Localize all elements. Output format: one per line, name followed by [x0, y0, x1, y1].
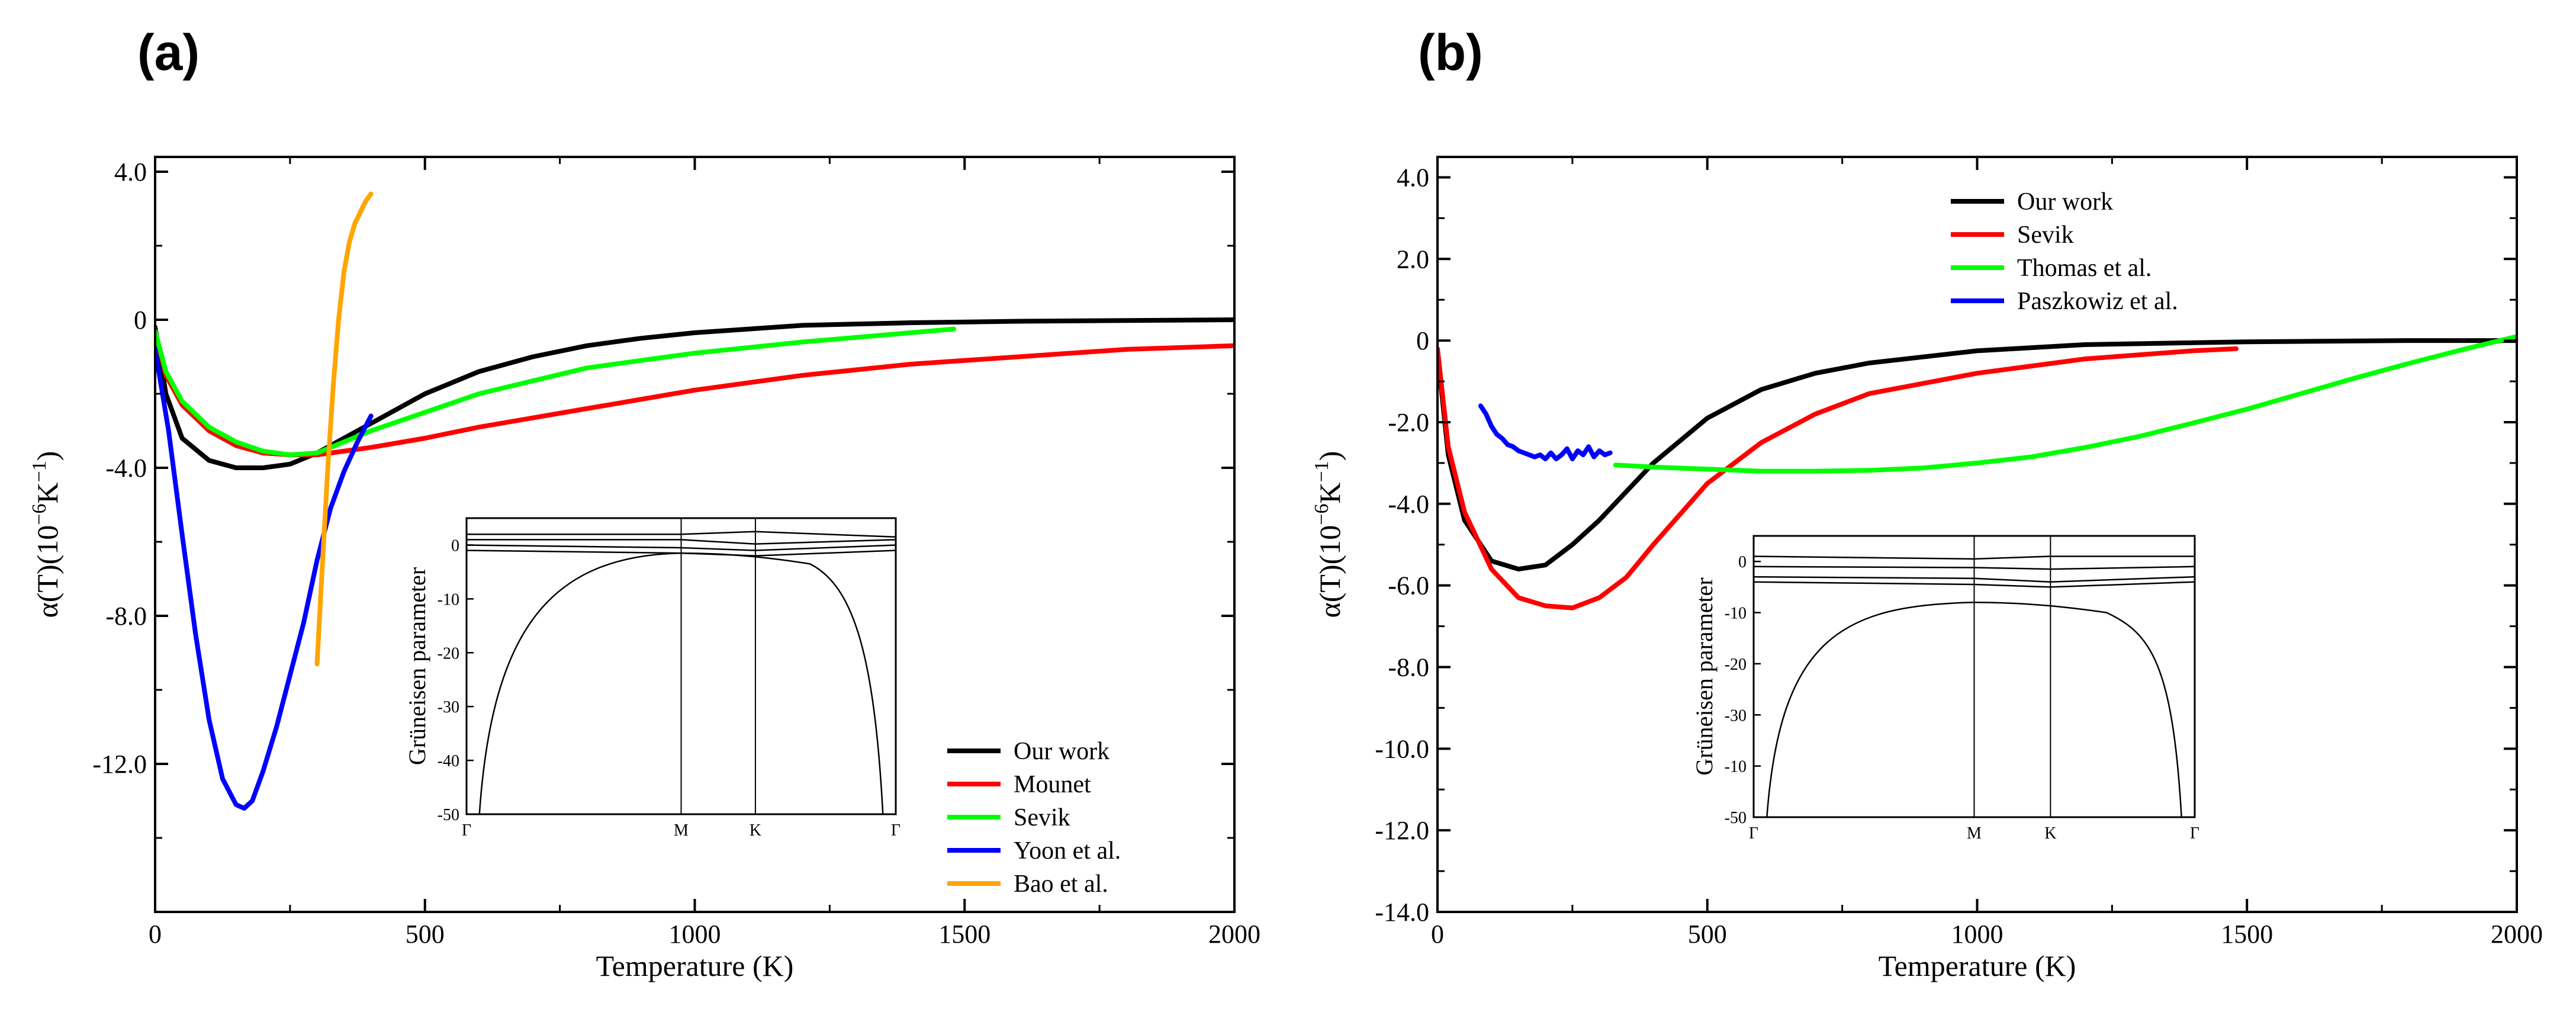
- inset-x-tick-label: Γ: [891, 821, 901, 840]
- y-axis-title-part: ): [31, 451, 64, 461]
- inset-y-tick-label: -20: [438, 644, 459, 663]
- inset-band-line: [1753, 555, 2195, 560]
- inset-band-line: [467, 531, 896, 538]
- y-tick-label: -12.0: [92, 750, 147, 779]
- y-tick-label: -4.0: [105, 454, 147, 483]
- y-tick-label: -4.0: [1388, 490, 1429, 519]
- inset-y-tick-label: 0: [451, 536, 459, 555]
- x-tick-label: 1500: [2221, 920, 2273, 949]
- y-axis-title-part: ): [1313, 451, 1346, 461]
- inset-y-axis-title: Grüneisen parameter: [1691, 577, 1718, 775]
- y-tick-label: 0: [1416, 326, 1429, 355]
- series-line-our-work: [155, 317, 1234, 470]
- inset-y-tick-label: -10: [438, 590, 459, 609]
- y-axis-title-part: K: [31, 482, 64, 503]
- inset-x-tick-label: K: [2044, 824, 2056, 843]
- legend: Our work Mounet Sevik Yoon et al. Bao et al.: [947, 738, 1121, 898]
- y-axis-title-exp: −6: [28, 504, 50, 525]
- y-tick-label: -12.0: [1375, 816, 1429, 845]
- x-tick-label: 1500: [938, 920, 990, 949]
- x-tick-label: 0: [1431, 920, 1444, 949]
- x-axis-title: Temperature (K): [1879, 949, 2076, 982]
- inset-y-tick-label: 0: [1738, 553, 1747, 571]
- y-tick-label: -14.0: [1375, 898, 1429, 927]
- inset-x-tick-label: Γ: [2190, 824, 2199, 843]
- inset-x-tick-label: Γ: [1749, 824, 1758, 843]
- legend-entry: Sevik: [2017, 221, 2074, 249]
- legend-entry: Thomas et al.: [2017, 255, 2152, 282]
- legend-entry: Bao et al.: [1014, 870, 1108, 898]
- inset-y-tick-label: -10: [1725, 605, 1747, 623]
- inset-y-tick-label: -30: [1725, 706, 1747, 725]
- y-axis-title: α(T)(10−6K−1): [28, 451, 64, 618]
- series-line-mounet: [155, 328, 1234, 458]
- inset-band-line: [466, 544, 896, 551]
- y-axis-title: α(T)(10−6K−1): [1311, 451, 1346, 618]
- x-tick-label: 0: [149, 920, 162, 949]
- y-tick-label: 4.0: [1397, 163, 1429, 192]
- inset-y-tick-label: -50: [438, 806, 459, 824]
- series-line-bao-et-al: [314, 191, 374, 667]
- y-axis-title-part: α(T)(10: [31, 525, 64, 618]
- chart-panel-a: (a) 0 500 1000 1500 2000 4.0 0 -4.0 -8.0 -12.0 Temp…: [28, 24, 1260, 982]
- inset-band-line: [1753, 566, 2195, 570]
- chart-panel-b: (b) 0 500 1000 1500 2000 4.0 2.0 0 -2.0 -4.0 -6.0 -8…: [1311, 24, 2543, 982]
- inset-band-line: [1753, 576, 2195, 583]
- series-line-thomas-et-al: [1613, 334, 2517, 474]
- y-tick-label: -8.0: [105, 602, 147, 631]
- y-axis-title-exp: −6: [1311, 504, 1333, 525]
- x-tick-label: 500: [406, 920, 445, 949]
- legend: Our work Sevik Thomas et al. Paszkowiz et a…: [1951, 188, 2178, 315]
- x-tick-label: 2000: [2491, 920, 2543, 949]
- inset-za-branch: [1766, 602, 2182, 818]
- legend-entry: Yoon et al.: [1014, 837, 1121, 865]
- inset-x-tick-label: M: [674, 821, 689, 840]
- legend-entry: Our work: [1014, 738, 1109, 765]
- y-tick-label: 2.0: [1397, 245, 1429, 274]
- x-tick-label: 1000: [1951, 920, 2003, 949]
- x-tick-label: 1000: [669, 920, 721, 949]
- series-line-yoon-et-al: [155, 347, 374, 811]
- y-axis-title-exp: −1: [28, 461, 50, 482]
- inset-y-tick-label: -20: [1725, 656, 1747, 674]
- panel-label: (b): [1418, 24, 1483, 81]
- series-line-paszkowiz-et-al: [1478, 403, 1613, 461]
- x-axis-title: Temperature (K): [596, 949, 794, 982]
- y-axis-title-part: K: [1313, 482, 1346, 503]
- inset-x-tick-label: K: [750, 821, 761, 840]
- x-tick-label: 2000: [1208, 920, 1260, 949]
- y-tick-label: -6.0: [1388, 571, 1429, 600]
- inset-y-tick-label: -50: [1725, 809, 1747, 827]
- inset-za-branch: [478, 552, 884, 815]
- y-tick-label: 4.0: [114, 158, 147, 187]
- inset-y-axis-title: Grüneisen parameter: [404, 567, 430, 765]
- inset-x-tick-label: M: [1967, 824, 1982, 843]
- y-tick-label: -8.0: [1388, 653, 1429, 682]
- series-line-sevik: [155, 326, 956, 458]
- inset-x-tick-label: Γ: [462, 821, 471, 840]
- y-tick-label: 0: [134, 306, 147, 335]
- y-axis-title-exp: −1: [1311, 461, 1333, 482]
- y-axis-title-part: α(T)(10: [1313, 525, 1346, 618]
- legend-entry: Our work: [2017, 188, 2113, 216]
- y-tick-label: -10.0: [1375, 734, 1429, 763]
- inset-y-tick-label: -40: [438, 752, 459, 770]
- y-tick-label: -2.0: [1388, 408, 1429, 437]
- inset-band-line: [1753, 581, 2195, 588]
- series-line-sevik: [1437, 346, 2239, 611]
- legend-entry: Mounet: [1014, 771, 1091, 798]
- inset-band-line: [467, 539, 896, 545]
- panel-label: (a): [137, 24, 200, 81]
- legend-entry: Paszkowiz et al.: [2017, 288, 2178, 315]
- legend-entry: Sevik: [1014, 804, 1070, 831]
- inset-y-tick-label: -10: [1725, 758, 1747, 776]
- inset-y-tick-label: -30: [438, 698, 459, 717]
- x-tick-label: 500: [1688, 920, 1727, 949]
